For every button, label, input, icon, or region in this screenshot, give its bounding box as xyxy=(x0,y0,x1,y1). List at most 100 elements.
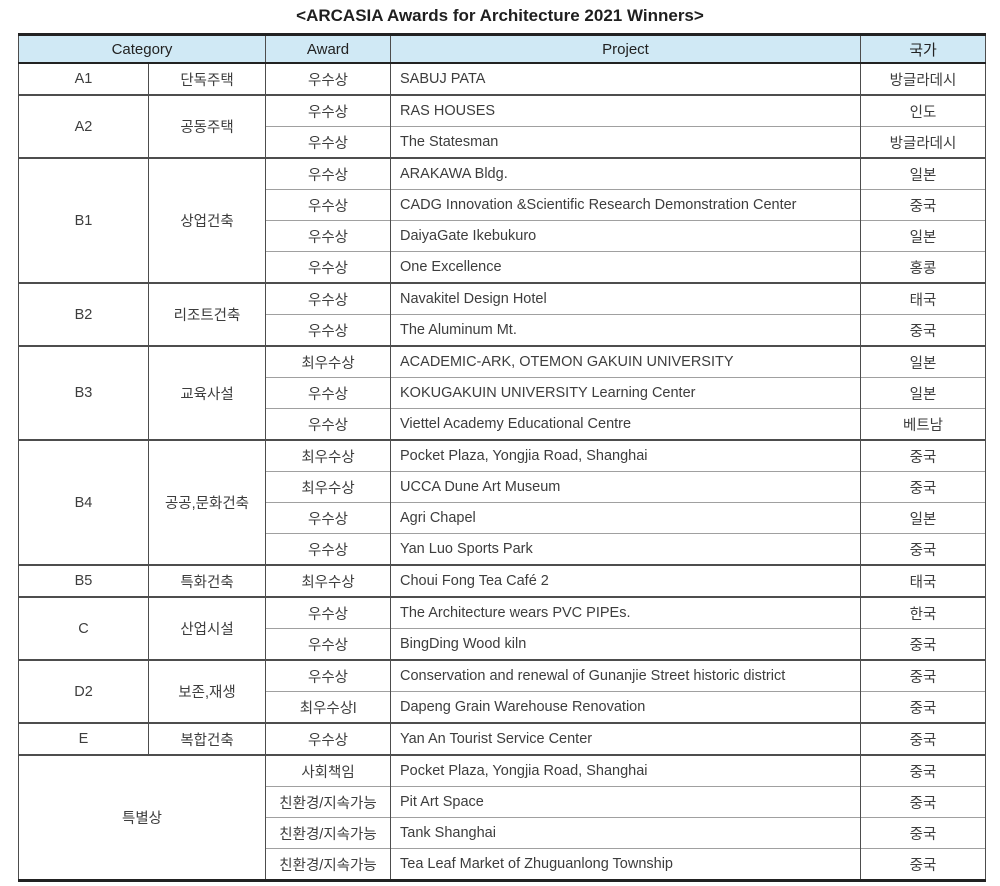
category-label-cell: 보존,재생 xyxy=(148,659,266,723)
table-row: B5 특화건축 최우수상 Choui Fong Tea Café 2 태국 xyxy=(18,564,986,597)
project-cell: Conservation and renewal of Gunanjie Str… xyxy=(390,659,861,692)
table-row: 우수상 The Statesman 방글라데시 xyxy=(19,126,986,158)
table-row: B3 교육사설 최우수상 ACADEMIC-ARK, OTEMON GAKUIN… xyxy=(18,345,986,440)
award-cell: 우수상 xyxy=(265,533,391,565)
award-cell: 친환경/지속가능 xyxy=(265,817,391,849)
project-cell: The Statesman xyxy=(390,126,861,158)
table-row: 최우수상 UCCA Dune Art Museum 중국 xyxy=(19,471,986,503)
project-cell: RAS HOUSES xyxy=(390,94,861,127)
award-cell: 우수상 xyxy=(265,282,391,315)
award-cell: 사회책임 xyxy=(265,754,391,787)
award-cell: 우수상 xyxy=(265,251,391,283)
project-cell: One Excellence xyxy=(390,251,861,283)
category-label-cell: 리조트건축 xyxy=(148,282,266,346)
column-header-award: Award xyxy=(265,33,391,64)
project-cell: ARAKAWA Bldg. xyxy=(390,157,861,190)
table-row: A2 공동주택 우수상 RAS HOUSES 인도 xyxy=(18,94,986,158)
page-title: <ARCASIA Awards for Architecture 2021 Wi… xyxy=(296,6,704,25)
award-cell: 우수상 xyxy=(265,628,391,660)
project-cell: ACADEMIC-ARK, OTEMON GAKUIN UNIVERSITY xyxy=(390,345,861,378)
category-code-cell: E xyxy=(18,722,149,755)
award-cell: 우수상 xyxy=(265,596,391,629)
award-cell: 우수상 xyxy=(265,220,391,252)
award-cell: 최우수상 xyxy=(265,471,391,503)
category-label-cell: 단독주택 xyxy=(148,62,266,95)
category-code-cell: A2 xyxy=(18,94,149,158)
country-cell: 중국 xyxy=(860,659,986,692)
category-code-cell: B4 xyxy=(18,439,149,565)
country-cell: 일본 xyxy=(860,502,986,534)
category-label-cell: 공동주택 xyxy=(148,94,266,158)
country-cell: 인도 xyxy=(860,94,986,127)
country-cell: 중국 xyxy=(860,439,986,472)
project-cell: The Architecture wears PVC PIPEs. xyxy=(390,596,861,629)
country-cell: 중국 xyxy=(860,628,986,660)
project-cell: Pit Art Space xyxy=(390,786,861,818)
project-cell: Agri Chapel xyxy=(390,502,861,534)
project-cell: CADG Innovation &Scientific Research Dem… xyxy=(390,189,861,221)
table-row: 특별상 사회책임 Pocket Plaza, Yongjia Road, Sha… xyxy=(18,754,986,881)
category-code-cell: A1 xyxy=(18,62,149,95)
table-row: D2 보존,재생 우수상 Conservation and renewal of… xyxy=(18,659,986,723)
header-row: Category Award Project 국가 xyxy=(18,33,986,64)
category-label-cell: 산업시설 xyxy=(148,596,266,660)
award-cell: 친환경/지속가능 xyxy=(265,786,391,818)
country-cell: 일본 xyxy=(860,157,986,190)
project-cell: Tea Leaf Market of Zhuguanlong Township xyxy=(390,848,861,881)
table-row: 우수상 BingDing Wood kiln 중국 xyxy=(19,628,986,660)
category-code-cell: D2 xyxy=(18,659,149,723)
country-cell: 중국 xyxy=(860,691,986,723)
category-label-cell: 공공,문화건축 xyxy=(148,439,266,565)
category-code-cell: B1 xyxy=(18,157,149,283)
award-cell: 친환경/지속가능 xyxy=(265,848,391,881)
award-cell: 우수상 xyxy=(265,377,391,409)
country-cell: 방글라데시 xyxy=(860,126,986,158)
award-cell: 최우수상 xyxy=(265,345,391,378)
column-header-category: Category xyxy=(18,33,266,64)
project-cell: Yan Luo Sports Park xyxy=(390,533,861,565)
country-cell: 베트남 xyxy=(860,408,986,440)
project-cell: Viettel Academy Educational Centre xyxy=(390,408,861,440)
table-row: C 산업시설 우수상 The Architecture wears PVC PI… xyxy=(18,596,986,660)
country-cell: 방글라데시 xyxy=(860,62,986,95)
table-row: 우수상 KOKUGAKUIN UNIVERSITY Learning Cente… xyxy=(19,377,986,409)
category-code-cell: B5 xyxy=(18,564,149,597)
country-cell: 중국 xyxy=(860,817,986,849)
award-cell: 우수상 xyxy=(265,189,391,221)
column-header-project: Project xyxy=(390,33,861,64)
category-code-cell: B3 xyxy=(18,345,149,440)
category-label-cell: 교육사설 xyxy=(148,345,266,440)
award-cell: 우수상 xyxy=(265,659,391,692)
table-row: 친환경/지속가능 Tank Shanghai 중국 xyxy=(19,817,986,849)
country-cell: 일본 xyxy=(860,377,986,409)
project-cell: Navakitel Design Hotel xyxy=(390,282,861,315)
table-row: 우수상 Viettel Academy Educational Centre 베… xyxy=(19,408,986,440)
award-cell: 최우수상l xyxy=(265,691,391,723)
table-row: B4 공공,문화건축 최우수상 Pocket Plaza, Yongjia Ro… xyxy=(18,439,986,565)
category-special-cell: 특별상 xyxy=(18,754,266,881)
project-cell: SABUJ PATA xyxy=(390,62,861,95)
award-cell: 우수상 xyxy=(265,408,391,440)
project-cell: Choui Fong Tea Café 2 xyxy=(390,564,861,597)
project-cell: Tank Shanghai xyxy=(390,817,861,849)
category-label-cell: 상업건축 xyxy=(148,157,266,283)
award-cell: 최우수상 xyxy=(265,439,391,472)
country-cell: 중국 xyxy=(860,754,986,787)
award-cell: 우수상 xyxy=(265,126,391,158)
project-cell: KOKUGAKUIN UNIVERSITY Learning Center xyxy=(390,377,861,409)
award-cell: 우수상 xyxy=(265,157,391,190)
category-code-cell: C xyxy=(18,596,149,660)
award-cell: 우수상 xyxy=(265,94,391,127)
table-row: 우수상 Yan Luo Sports Park 중국 xyxy=(19,533,986,565)
table-row: A1 단독주택 우수상 SABUJ PATA 방글라데시 xyxy=(18,62,986,95)
category-label-cell: 복합건축 xyxy=(148,722,266,755)
project-cell: Dapeng Grain Warehouse Renovation xyxy=(390,691,861,723)
country-cell: 중국 xyxy=(860,722,986,755)
project-cell: Pocket Plaza, Yongjia Road, Shanghai xyxy=(390,754,861,787)
table-row: 우수상 The Aluminum Mt. 중국 xyxy=(19,314,986,346)
project-cell: BingDing Wood kiln xyxy=(390,628,861,660)
table-row: 최우수상l Dapeng Grain Warehouse Renovation … xyxy=(19,691,986,723)
category-code-cell: B2 xyxy=(18,282,149,346)
country-cell: 한국 xyxy=(860,596,986,629)
